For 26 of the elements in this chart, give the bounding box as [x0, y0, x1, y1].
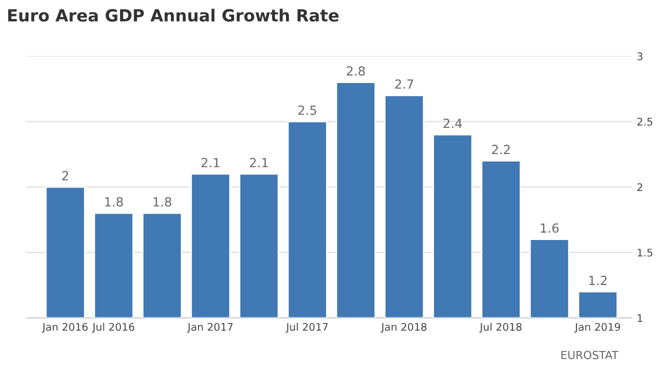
x-tick-label: Jan 2018: [380, 322, 426, 333]
data-label: 2.7: [395, 79, 414, 89]
data-label: 2.2: [492, 144, 510, 154]
data-label: 2.4: [444, 118, 462, 128]
y-tick-label: 2.5: [637, 118, 652, 126]
data-label: 2: [62, 170, 68, 180]
chart-title: Euro Area GDP Annual Growth Rate: [8, 8, 339, 22]
data-label: 1.2: [589, 276, 607, 285]
y-tick-label: 3: [637, 52, 642, 60]
x-tick-label: Jul 2017: [286, 322, 328, 333]
x-tick-label: Jan 2019: [574, 322, 620, 333]
x-tick-label: Jul 2016: [92, 322, 134, 333]
y-tick-label: 1: [638, 314, 642, 322]
data-label: 2.1: [250, 158, 268, 168]
y-tick-label: 2: [637, 183, 642, 191]
data-label: 1.8: [154, 197, 172, 207]
x-tick-label: Jul 2018: [479, 322, 522, 333]
text: EUROSTAT: [561, 350, 618, 360]
y-tick-label: 1.5: [638, 248, 652, 257]
data-label: 2.5: [298, 106, 316, 115]
x-tick-label: Jan 2016: [42, 322, 88, 333]
x-tick-label: Jan 2017: [187, 322, 233, 333]
data-label: 1.8: [105, 197, 123, 207]
data-label: 1.6: [540, 223, 559, 233]
data-label: 2.8: [346, 66, 365, 76]
data-label: 2.1: [202, 158, 220, 168]
